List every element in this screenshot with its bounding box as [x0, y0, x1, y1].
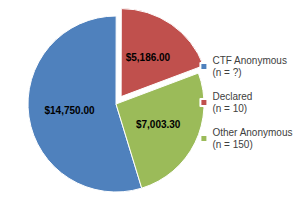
svg-text:$5,186.00: $5,186.00	[126, 52, 171, 63]
svg-text:CTF Anonymous: CTF Anonymous	[212, 55, 286, 66]
svg-text:(n = 150): (n = 150)	[212, 139, 252, 150]
svg-text:Other Anonymous: Other Anonymous	[212, 127, 292, 138]
svg-text:$14,750.00: $14,750.00	[44, 105, 94, 116]
svg-text:$7,003.30: $7,003.30	[136, 119, 181, 130]
svg-text:(n = 10): (n = 10)	[212, 103, 247, 114]
svg-text:(n = ?): (n = ?)	[212, 67, 241, 78]
svg-text:Declared: Declared	[212, 91, 252, 102]
